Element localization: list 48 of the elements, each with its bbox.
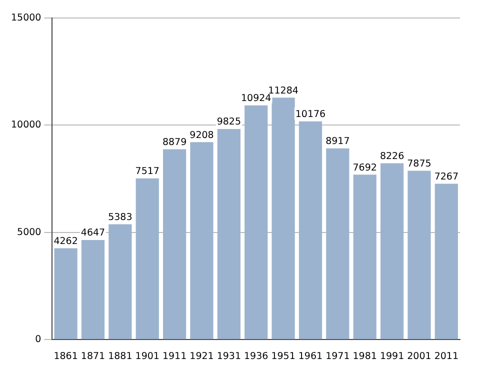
x-tick-label: 1951 xyxy=(271,350,296,362)
bar xyxy=(190,142,214,340)
data-label: 10924 xyxy=(240,93,272,104)
y-tick-label: 10000 xyxy=(10,120,42,131)
x-tick-label: 1936 xyxy=(244,350,268,362)
data-label: 5383 xyxy=(108,212,132,223)
bar xyxy=(298,121,322,340)
x-tick-label: 1971 xyxy=(326,350,350,362)
bar xyxy=(380,163,404,340)
x-tick-label: 1991 xyxy=(380,350,404,362)
data-label: 4647 xyxy=(80,228,106,239)
x-tick-label: 1961 xyxy=(298,350,323,362)
data-label: 8879 xyxy=(162,136,187,148)
bar xyxy=(163,149,186,340)
x-tick-label: 1881 xyxy=(108,350,132,362)
bar xyxy=(326,148,350,340)
data-label: 9825 xyxy=(216,116,242,128)
data-label: 7267 xyxy=(434,172,458,183)
x-tick-label: 2011 xyxy=(434,350,458,362)
x-tick-label: 1911 xyxy=(162,350,187,362)
data-label: 10176 xyxy=(295,109,326,120)
data-label: 7875 xyxy=(407,158,432,170)
data-label: 7692 xyxy=(352,162,377,174)
y-tick-label: 15000 xyxy=(10,12,42,24)
data-label: 7517 xyxy=(135,166,160,178)
bar xyxy=(244,105,268,340)
x-tick-label: 1921 xyxy=(190,350,214,362)
x-tick-label: 1981 xyxy=(352,350,377,362)
x-tick-label: 2001 xyxy=(407,350,432,362)
x-tick-label: 1931 xyxy=(216,350,242,362)
bar xyxy=(81,240,105,340)
data-label: 4262 xyxy=(54,236,78,247)
bar xyxy=(272,98,295,340)
bar xyxy=(408,170,431,340)
data-label: 8226 xyxy=(380,150,404,162)
data-label: 8917 xyxy=(326,136,350,148)
bar xyxy=(54,248,78,340)
data-label: 9208 xyxy=(190,130,214,141)
bar xyxy=(136,178,159,340)
bar xyxy=(217,128,240,340)
bar xyxy=(108,224,132,340)
y-tick-label: 0 xyxy=(35,334,42,346)
x-tick-label: 1901 xyxy=(135,350,160,362)
x-tick-label: 1871 xyxy=(80,350,106,362)
y-tick-label: 5000 xyxy=(17,226,42,238)
x-tick-label: 1861 xyxy=(54,350,78,362)
bar xyxy=(353,174,376,340)
bar xyxy=(434,184,458,340)
